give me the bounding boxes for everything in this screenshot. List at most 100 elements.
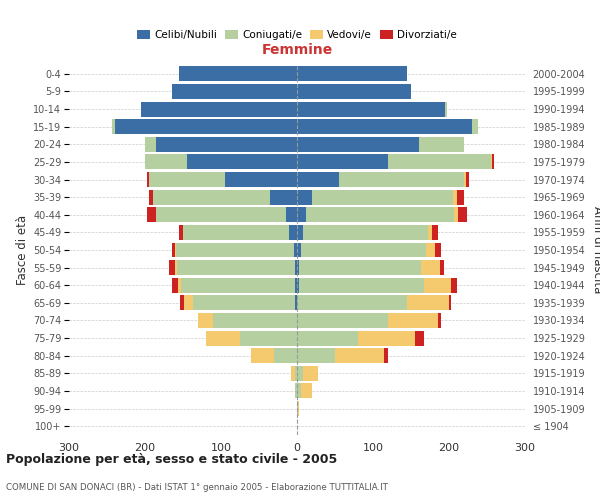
Bar (214, 313, 297, 328)
Bar (295, 296, 297, 310)
Bar (297, 66, 407, 82)
Bar (297, 172, 339, 187)
Bar (286, 208, 297, 222)
Bar (297, 348, 335, 363)
Bar (145, 154, 187, 170)
Bar (388, 313, 437, 328)
Bar (424, 278, 451, 292)
Text: Popolazione per età, sesso e stato civile - 2005: Popolazione per età, sesso e stato civil… (6, 452, 337, 466)
Bar (297, 384, 301, 398)
Bar (294, 242, 297, 258)
Bar (157, 208, 286, 222)
Bar (295, 366, 297, 381)
Bar (303, 366, 318, 381)
Bar (112, 119, 115, 134)
Bar (415, 330, 424, 345)
Bar (297, 225, 303, 240)
Bar (426, 242, 436, 258)
Bar (301, 384, 312, 398)
Bar (458, 208, 467, 222)
Bar (466, 172, 469, 187)
Bar (147, 208, 157, 222)
Bar (297, 102, 445, 116)
Bar (141, 102, 297, 116)
Bar (181, 278, 295, 292)
Bar (297, 242, 301, 258)
Bar (297, 208, 306, 222)
Bar (274, 348, 297, 363)
Text: COMUNE DI SAN DONACI (BR) - Dati ISTAT 1° gennaio 2005 - Elaborazione TUTTITALIA: COMUNE DI SAN DONACI (BR) - Dati ISTAT 1… (6, 483, 388, 492)
Bar (157, 137, 297, 152)
Bar (271, 190, 297, 204)
Bar (407, 296, 449, 310)
Bar (464, 172, 466, 187)
Bar (240, 330, 297, 345)
Bar (291, 366, 295, 381)
Bar (297, 330, 358, 345)
Bar (297, 296, 407, 310)
Y-axis label: Anni di nascita: Anni di nascita (591, 206, 600, 294)
Bar (432, 225, 439, 240)
Bar (297, 137, 419, 152)
Bar (198, 313, 214, 328)
Bar (436, 242, 440, 258)
Bar (172, 242, 175, 258)
Text: Femmine: Femmine (262, 43, 332, 57)
Bar (449, 296, 451, 310)
Bar (115, 119, 297, 134)
Bar (295, 260, 297, 275)
Bar (177, 260, 295, 275)
Bar (299, 260, 421, 275)
Bar (297, 278, 299, 292)
Bar (297, 401, 298, 416)
Bar (472, 119, 478, 134)
Bar (295, 278, 297, 292)
Bar (178, 278, 181, 292)
Bar (451, 278, 457, 292)
Bar (297, 260, 299, 275)
Bar (445, 102, 447, 116)
Bar (179, 66, 297, 82)
Bar (175, 242, 176, 258)
Bar (251, 348, 274, 363)
Bar (297, 119, 472, 134)
Bar (169, 260, 175, 275)
Bar (358, 330, 415, 345)
Bar (301, 242, 426, 258)
Bar (299, 278, 424, 292)
Bar (172, 84, 297, 99)
Bar (172, 278, 178, 292)
Bar (175, 260, 177, 275)
Bar (295, 384, 297, 398)
Bar (493, 154, 494, 170)
Bar (149, 190, 152, 204)
Bar (206, 330, 240, 345)
Bar (297, 84, 411, 99)
Bar (184, 296, 193, 310)
Bar (225, 172, 297, 187)
Bar (187, 154, 297, 170)
Bar (297, 154, 388, 170)
Bar (428, 225, 432, 240)
Bar (145, 137, 157, 152)
Bar (152, 190, 271, 204)
Bar (306, 208, 454, 222)
Bar (419, 137, 464, 152)
Bar (388, 154, 491, 170)
Bar (176, 242, 294, 258)
Bar (421, 260, 440, 275)
Bar (297, 190, 312, 204)
Bar (437, 313, 442, 328)
Bar (289, 225, 297, 240)
Bar (454, 208, 458, 222)
Bar (453, 190, 457, 204)
Bar (440, 260, 443, 275)
Bar (339, 172, 464, 187)
Bar (491, 154, 493, 170)
Bar (183, 225, 289, 240)
Bar (385, 348, 388, 363)
Bar (312, 190, 453, 204)
Bar (297, 313, 388, 328)
Bar (180, 296, 184, 310)
Bar (193, 296, 295, 310)
